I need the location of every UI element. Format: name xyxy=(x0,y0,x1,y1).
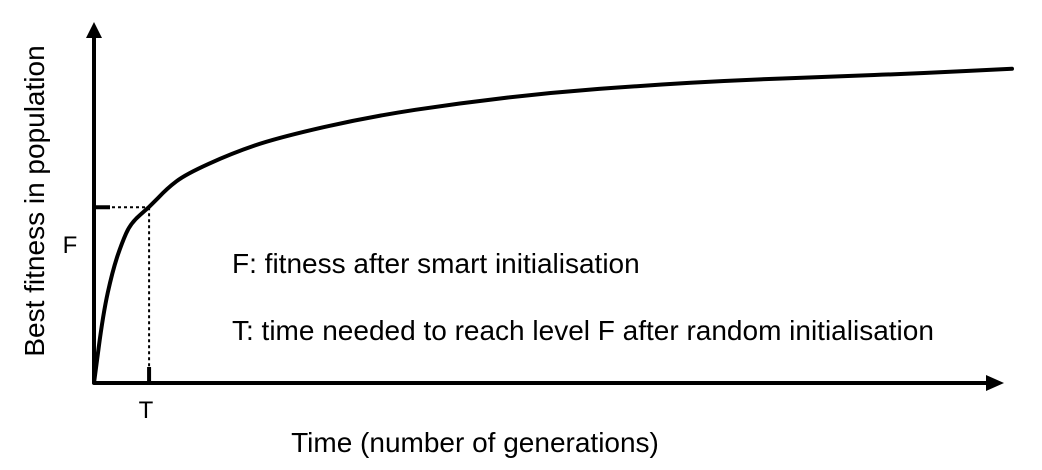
fitness-curve xyxy=(92,66,1014,385)
series-layer xyxy=(92,66,1014,385)
guides xyxy=(94,205,152,383)
annotation-f: F: fitness after smart initialisation xyxy=(232,248,640,279)
y-axis-arrowhead xyxy=(86,22,102,38)
y-axis-title: Best fitness in population xyxy=(19,45,50,356)
x-axis-title: Time (number of generations) xyxy=(291,427,659,458)
y-tick-label: F xyxy=(63,232,78,259)
x-tick-label: T xyxy=(139,397,154,424)
annotation-t: T: time needed to reach level F after ra… xyxy=(232,315,934,346)
x-axis-arrowhead xyxy=(986,375,1004,391)
